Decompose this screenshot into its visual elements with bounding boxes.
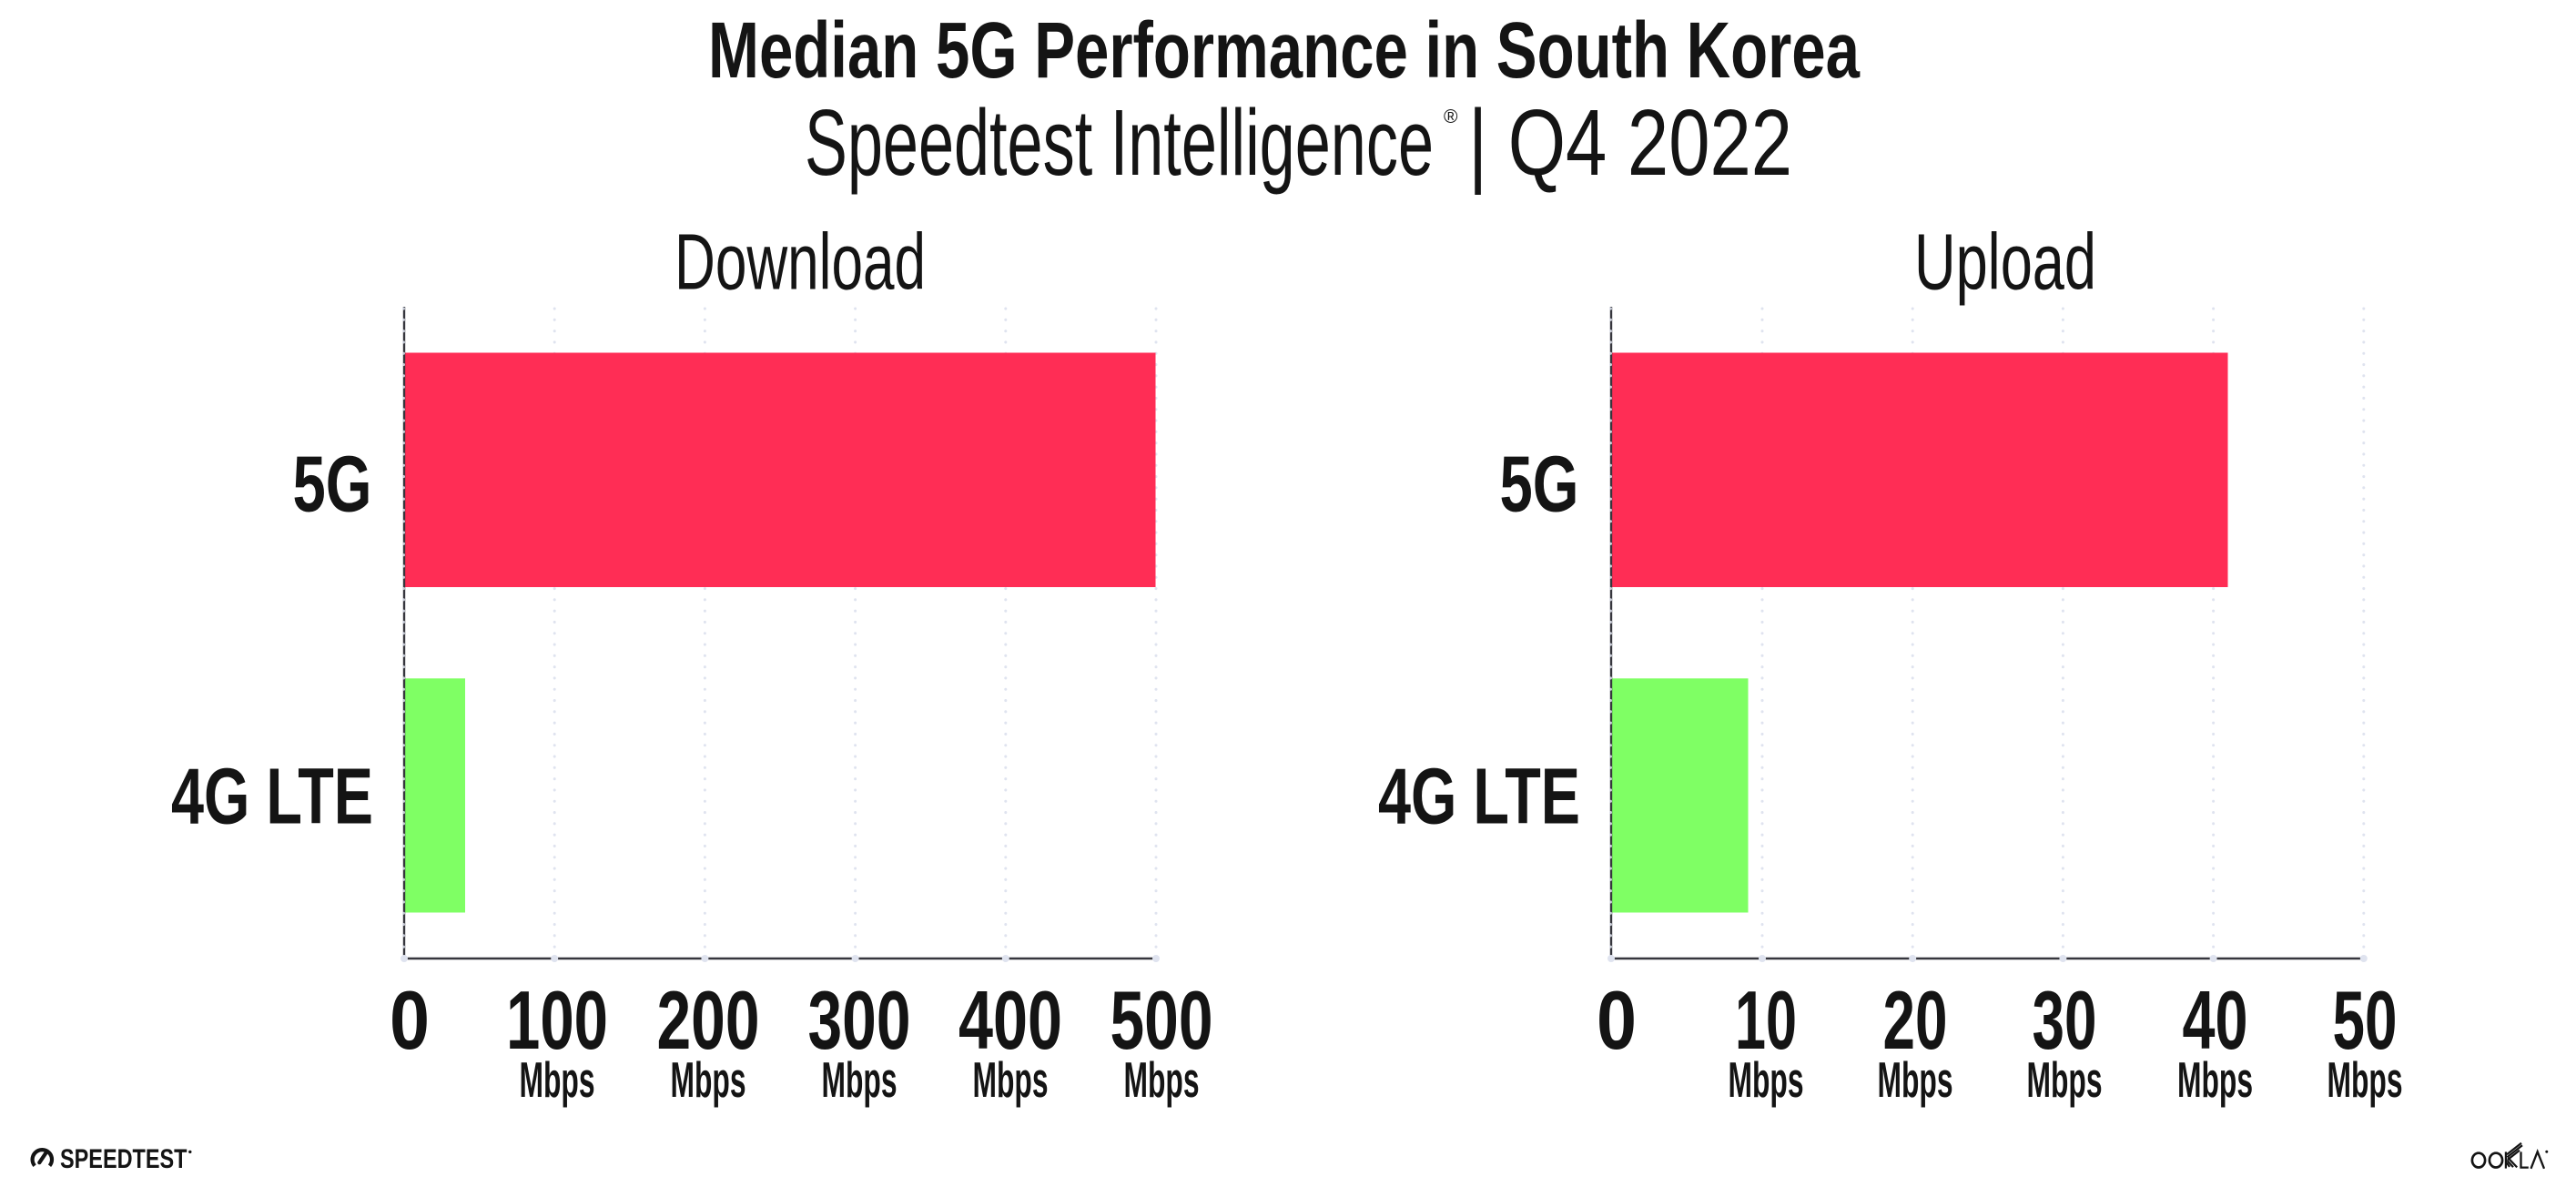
svg-text:30: 30 — [2033, 975, 2097, 1067]
svg-text:50: 50 — [2333, 975, 2398, 1067]
svg-text:SPEEDTEST: SPEEDTEST — [60, 1144, 188, 1174]
svg-text:®: ® — [1444, 107, 1458, 127]
svg-text:20: 20 — [1883, 975, 1948, 1067]
svg-text:40: 40 — [2183, 975, 2248, 1067]
svg-text:5G: 5G — [1500, 441, 1579, 529]
svg-text:Mbps: Mbps — [1878, 1051, 1953, 1108]
svg-text:Median 5G Performance in South: Median 5G Performance in South Korea — [708, 6, 1860, 95]
svg-text:200: 200 — [657, 975, 760, 1067]
svg-text:| Q4 2022: | Q4 2022 — [1468, 90, 1792, 195]
svg-text:5G: 5G — [293, 441, 372, 529]
svg-text:300: 300 — [808, 975, 911, 1067]
svg-text:Mbps: Mbps — [671, 1051, 746, 1108]
svg-text:400: 400 — [958, 975, 1062, 1067]
svg-text:Download: Download — [674, 218, 926, 307]
svg-text:Mbps: Mbps — [1729, 1051, 1804, 1108]
svg-text:500: 500 — [1111, 975, 1213, 1067]
svg-text:Mbps: Mbps — [1124, 1051, 1200, 1108]
svg-text:4G LTE: 4G LTE — [171, 753, 373, 841]
svg-text:Speedtest Intelligence: Speedtest Intelligence — [805, 90, 1434, 195]
svg-text:Mbps: Mbps — [2027, 1051, 2103, 1108]
svg-text:100: 100 — [506, 975, 608, 1067]
svg-text:Mbps: Mbps — [973, 1051, 1049, 1108]
svg-text:Mbps: Mbps — [2328, 1051, 2403, 1108]
svg-text:Mbps: Mbps — [2177, 1051, 2253, 1108]
svg-text:4G LTE: 4G LTE — [1378, 753, 1580, 841]
svg-text:0: 0 — [390, 975, 430, 1067]
svg-text:Mbps: Mbps — [520, 1051, 595, 1108]
svg-text:Mbps: Mbps — [822, 1051, 898, 1108]
svg-text:10: 10 — [1735, 975, 1797, 1067]
svg-text:0: 0 — [1597, 975, 1637, 1067]
svg-text:Upload: Upload — [1914, 218, 2096, 307]
